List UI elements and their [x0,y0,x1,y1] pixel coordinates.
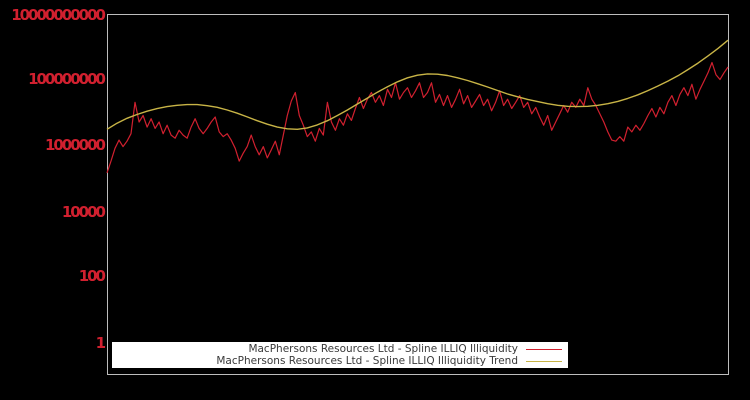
y-tick-label-1e8: 100000000 [28,70,106,88]
legend: MacPhersons Resources Ltd - Spline ILLIQ… [112,342,568,368]
legend-line-sample-trend [526,360,562,362]
legend-item-illiquidity: MacPhersons Resources Ltd - Spline ILLIQ… [112,343,568,355]
legend-label-illiquidity: MacPhersons Resources Ltd - Spline ILLIQ… [248,343,518,355]
legend-label-trend: MacPhersons Resources Ltd - Spline ILLIQ… [216,355,518,367]
y-tick-label-1e10: 10000000000 [11,6,106,24]
y-tick-label-1: 1 [95,334,106,352]
y-tick-label-1e2: 100 [78,267,106,285]
legend-item-trend: MacPhersons Resources Ltd - Spline ILLIQ… [112,355,568,367]
legend-line-sample-illiquidity [526,348,562,350]
y-tick-label-1e6: 1000000 [44,136,106,154]
y-tick-label-1e4: 10000 [61,203,106,221]
plot-area [107,14,729,375]
